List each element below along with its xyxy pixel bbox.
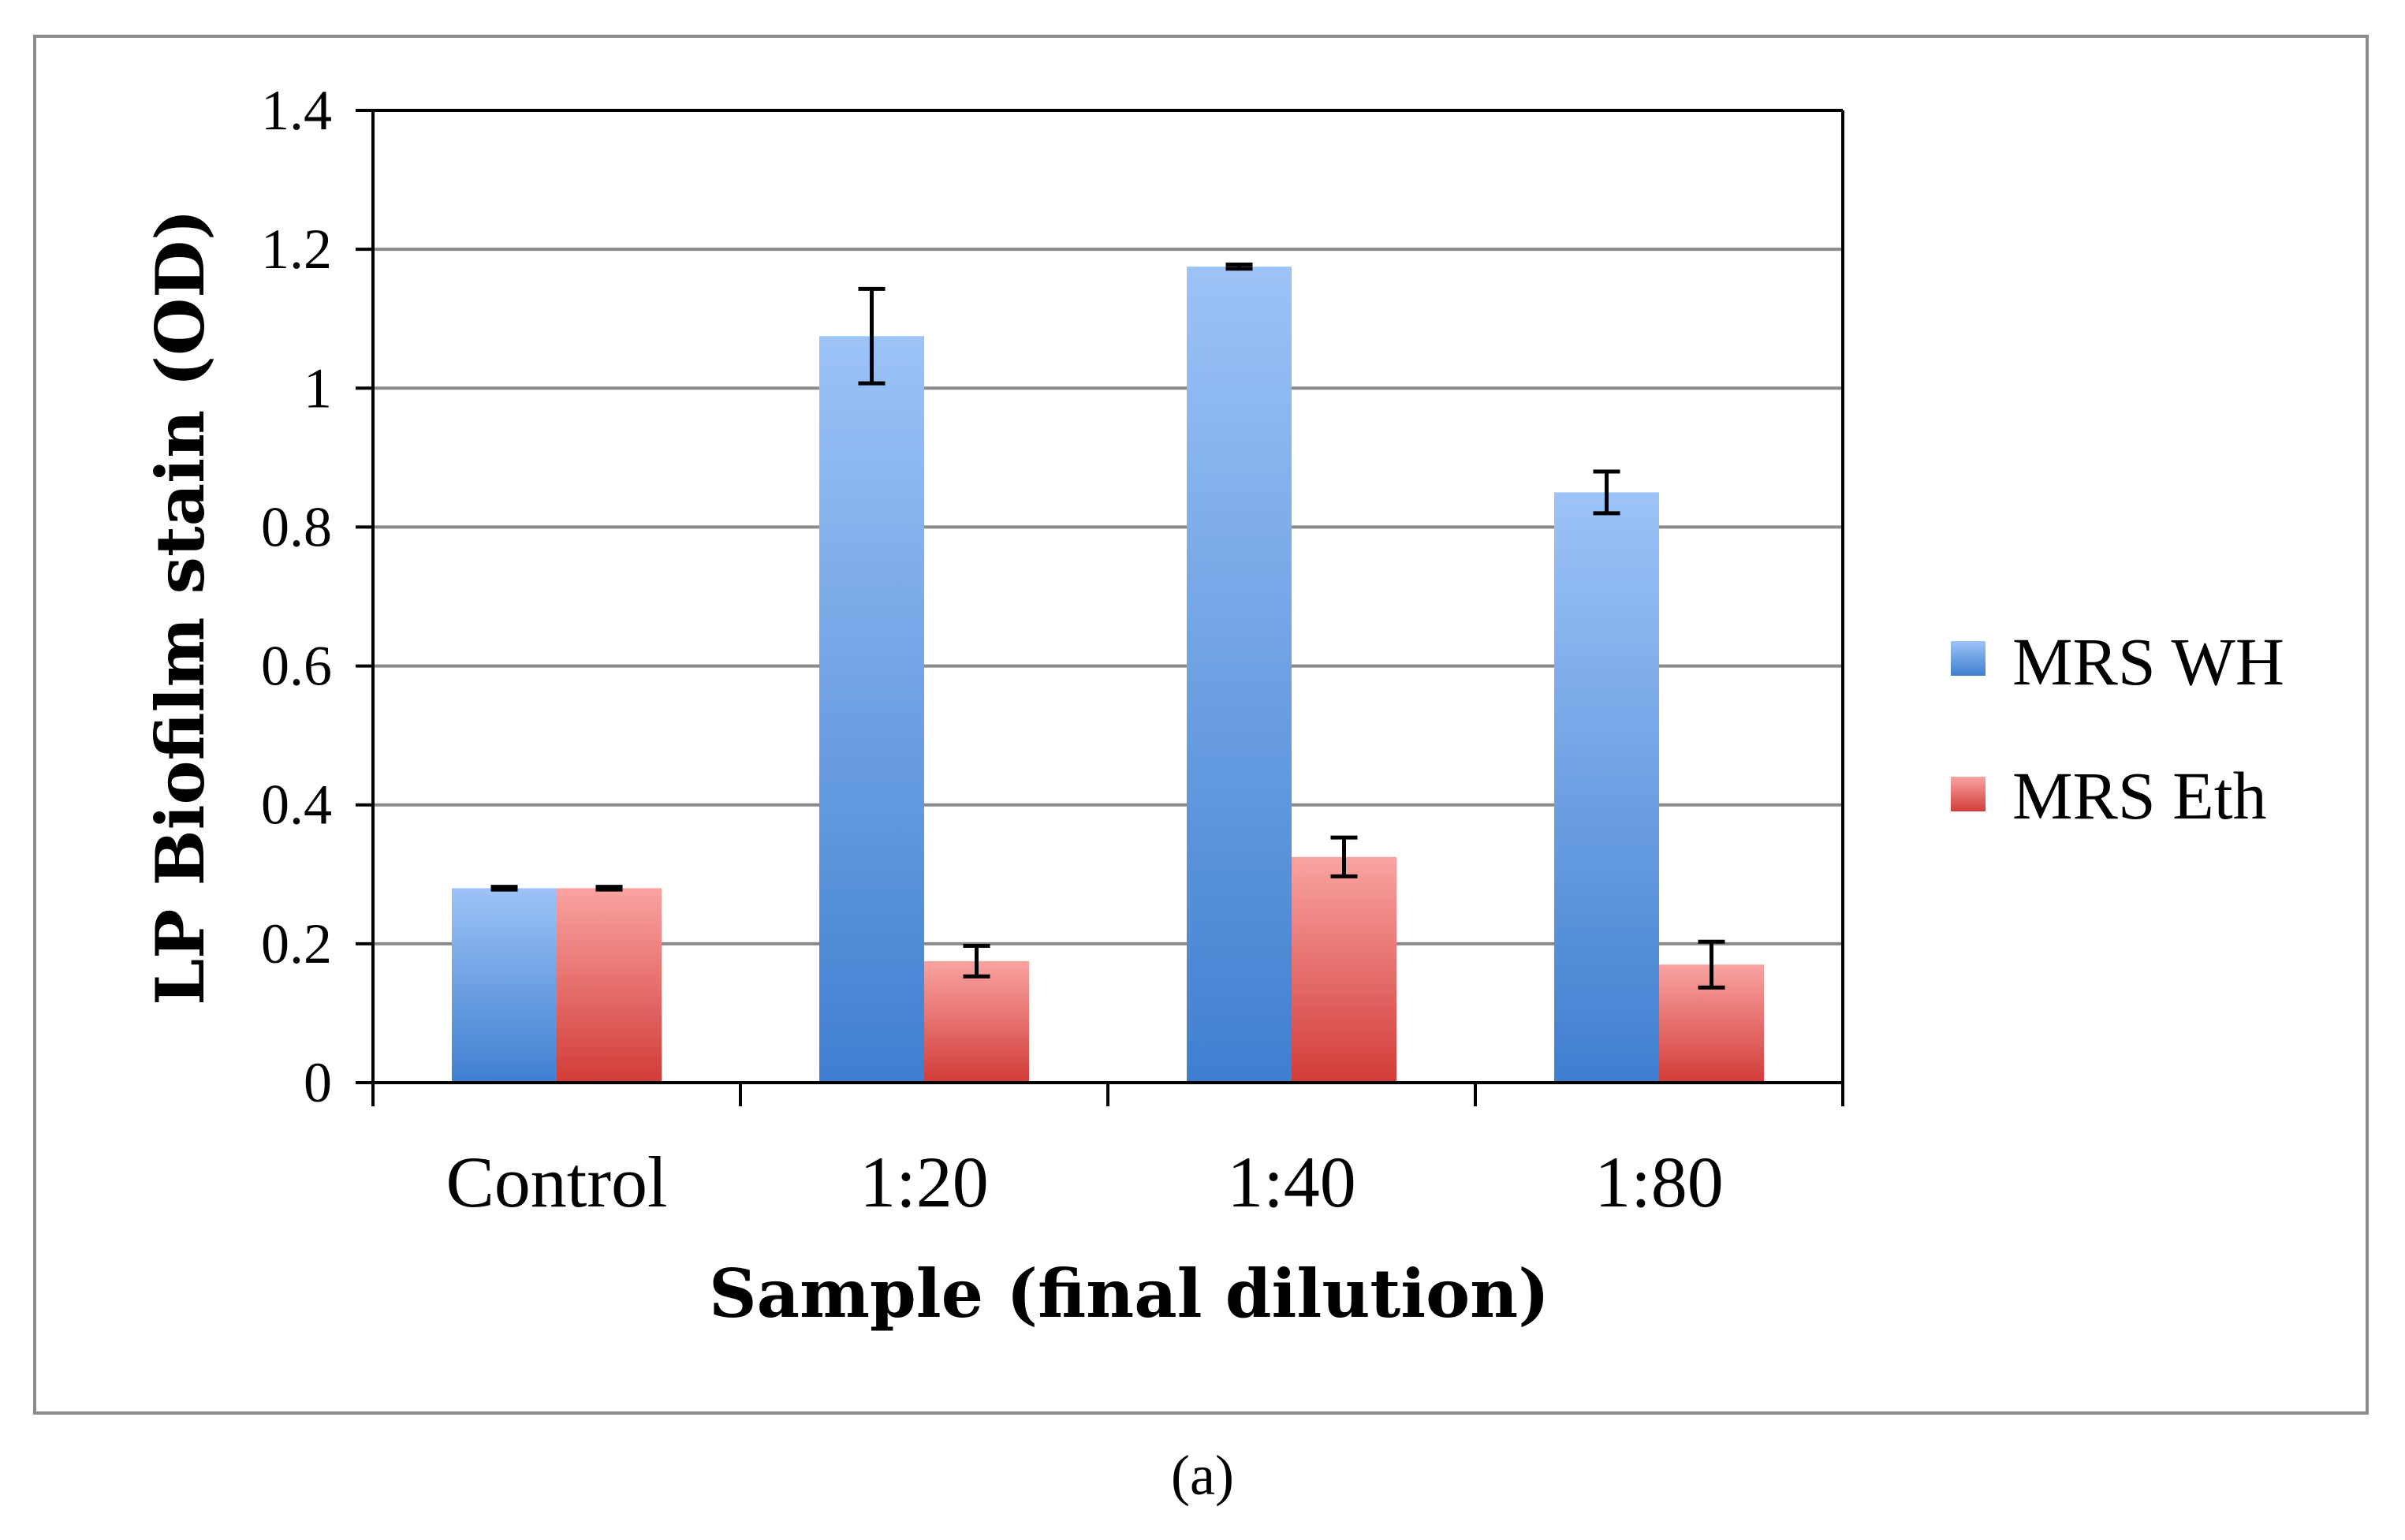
y-tick-label: 0.8 [261,495,332,558]
bar-mrs-wh-2 [1187,267,1292,1083]
y-tick-label: 0.4 [261,774,332,837]
legend: MRS WH MRS Eth [1951,624,2284,833]
bar-mrs-wh-0 [452,888,557,1083]
y-tick-label: 0 [304,1051,332,1114]
bar-mrs-eth-0 [557,888,662,1083]
error-bar [490,885,518,892]
error-bar [858,286,886,386]
bars [452,267,1764,1083]
bar-mrs-eth-1 [924,960,1029,1083]
legend-label-mrs-eth: MRS Eth [2012,758,2267,833]
error-bar [595,885,623,892]
x-category-label: Control [446,1142,667,1222]
x-axis-title: Sample (final dilution) [709,1255,1549,1333]
error-bar [1225,263,1253,271]
bar-mrs-eth-2 [1292,856,1396,1083]
error-bar [963,943,990,979]
bar-mrs-wh-1 [819,336,924,1083]
error-bar [1593,469,1620,516]
y-tick-label: 0.2 [261,912,332,975]
axes [356,109,1844,1106]
figure-caption: (a) [1171,1444,1234,1507]
error-bar [1698,939,1725,990]
legend-swatch-mrs-eth [1951,777,1986,811]
tick-labels: 0 0.2 0.4 0.6 0.8 1 1.2 1.4 Control 1:20 1:40 1:80 [261,79,1724,1222]
error-bars [490,263,1725,990]
y-axis-title: LP Biofilm stain (OD) [141,209,219,1005]
x-category-label: 1:20 [859,1142,989,1222]
y-tick-label: 0.6 [261,635,332,698]
bar-mrs-wh-3 [1554,492,1659,1083]
y-tick-label: 1.2 [261,218,332,281]
x-category-label: 1:80 [1594,1142,1724,1222]
y-tick-label: 1.4 [261,79,332,142]
x-category-label: 1:40 [1227,1142,1356,1222]
legend-label-mrs-wh: MRS WH [2012,624,2284,699]
legend-swatch-mrs-wh [1951,641,1986,676]
error-bar [1330,835,1358,878]
y-tick-label: 1 [304,356,332,419]
